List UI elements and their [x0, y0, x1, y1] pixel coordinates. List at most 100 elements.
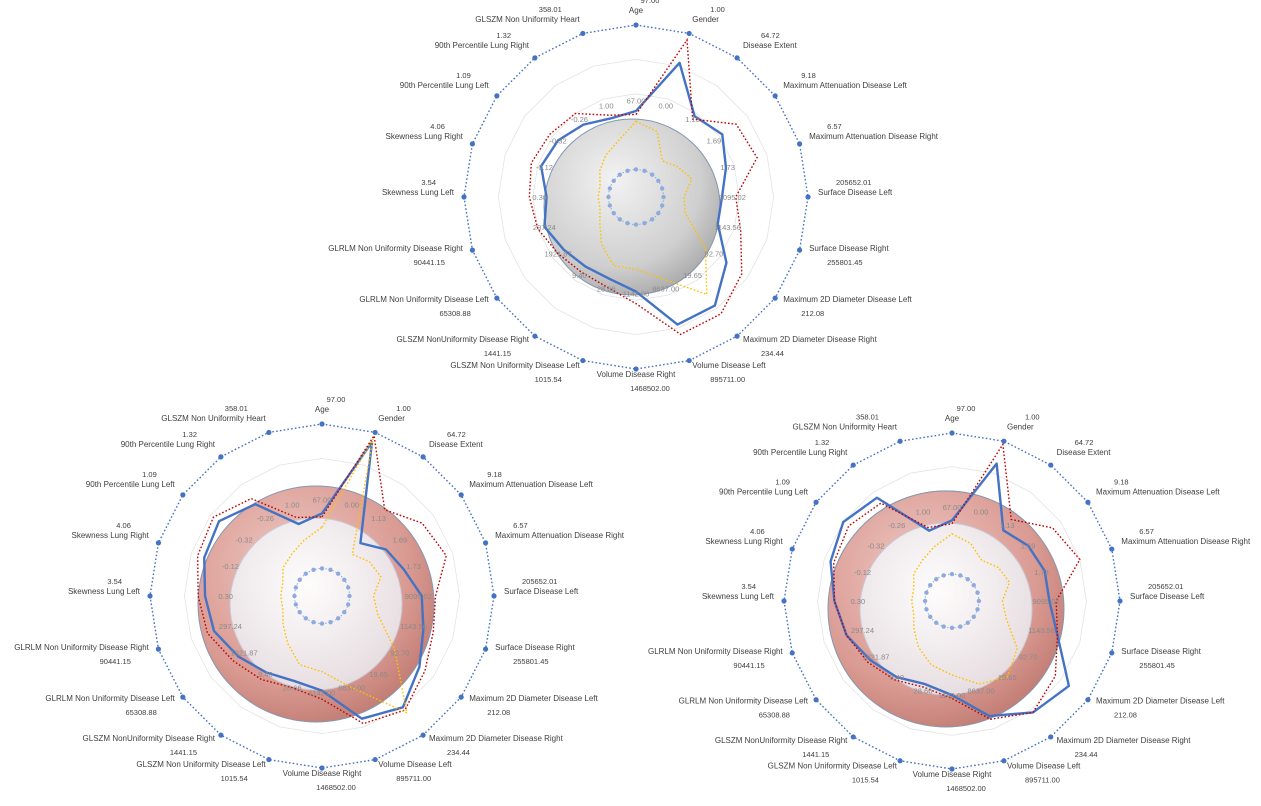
axis-name-label: Age — [315, 405, 330, 414]
inner-dot — [328, 619, 333, 625]
axis-inner-label: 28.66 — [597, 285, 616, 294]
inner-dot — [633, 167, 639, 172]
axis-max-label: 212.08 — [801, 309, 824, 318]
axis-name-label: GLSZM Non Uniformity Disease Left — [768, 761, 898, 770]
series-line-1 — [203, 441, 425, 720]
axis-inner-label: 0.30 — [532, 193, 547, 202]
axis-name-label: Gender — [1007, 423, 1034, 432]
inner-dot — [335, 571, 341, 576]
axis-name-label: 90th Percentile Lung Right — [753, 448, 848, 457]
axis-name-label: Surface Disease Left — [818, 188, 893, 197]
inner-dot — [941, 624, 946, 629]
axis-inner-label: 67.00 — [313, 496, 332, 505]
axis-vertex-dot — [949, 766, 955, 772]
inner-dot — [958, 573, 963, 578]
axis-max-label: 6.57 — [513, 521, 528, 530]
axis-inner-label: 1.13 — [685, 115, 700, 124]
axis-vertex-dot — [1085, 697, 1091, 703]
axis-inner-label: 92.70 — [705, 250, 724, 259]
axis-vertex-dot — [686, 357, 692, 364]
axis-name-label: 90th Percentile Lung Left — [719, 487, 809, 496]
inner-dot — [625, 220, 630, 226]
series-line-1 — [539, 61, 728, 326]
axis-inner-label: 92.70 — [391, 649, 410, 658]
inner-dot — [293, 585, 299, 590]
axis-name-label: GLSZM Non Uniformity Disease Left — [450, 361, 580, 370]
axis-inner-label: 1921.87 — [545, 250, 572, 259]
axis-max-label: 1.09 — [456, 71, 471, 80]
axis-inner-label: 1.69 — [707, 136, 722, 145]
axis-vertex-dot — [1109, 650, 1115, 656]
axis-max-label: 3.54 — [421, 178, 436, 187]
axis-vertex-dot — [532, 55, 538, 61]
axis-name-label: GLRLM Non Uniformity Disease Left — [45, 694, 175, 703]
inner-dot — [611, 210, 616, 216]
axis-vertex-dot — [494, 295, 500, 301]
axis-name-label: Surface Disease Right — [1121, 647, 1201, 656]
axis-inner-label: 0.00 — [344, 500, 359, 509]
axis-max-label: 212.08 — [1114, 711, 1137, 720]
axis-inner-label: 28.66 — [914, 686, 933, 695]
axis-name-label: Maximum 2D Diameter Disease Right — [1057, 736, 1192, 745]
axis-max-label: 64.72 — [761, 31, 780, 40]
axis-inner-label: 1921.87 — [231, 649, 258, 658]
axis-inner-label: 8637.00 — [338, 684, 365, 693]
axis-vertex-dot — [458, 492, 464, 498]
axis-name-label: Skewness Lung Right — [705, 537, 783, 546]
axis-vertex-dot — [686, 30, 692, 37]
axis-vertex-dot — [580, 30, 586, 37]
inner-dot — [292, 593, 297, 599]
axis-inner-label: 9.40 — [572, 271, 587, 280]
inner-dot — [319, 566, 325, 571]
inner-dot — [924, 607, 929, 612]
axis-max-label: 234.44 — [761, 349, 784, 358]
axis-name-label: GLSZM Non Uniformity Heart — [475, 15, 580, 24]
inner-dot — [659, 186, 665, 191]
axis-vertex-dot — [633, 366, 639, 372]
axis-vertex-dot — [1048, 462, 1054, 468]
grid-ring — [497, 58, 775, 336]
axis-inner-label: 1142.00 — [309, 688, 336, 697]
axis-max-label: 1015.54 — [535, 375, 562, 384]
axis-vertex-dot — [482, 540, 489, 546]
axis-inner-label: -0.32 — [550, 136, 567, 145]
axis-name-label: Maximum 2D Diameter Disease Left — [469, 694, 598, 703]
axis-inner-label: 67.00 — [943, 503, 962, 512]
axis-inner-label: 9.40 — [258, 670, 273, 679]
axis-inner-label: 92.70 — [1019, 652, 1038, 661]
series-line-2 — [528, 37, 758, 336]
axis-name-label: 90th Percentile Lung Left — [400, 81, 490, 90]
axis-max-label: 1.09 — [142, 470, 157, 479]
axis-name-label: 90th Percentile Lung Right — [435, 41, 530, 50]
inner-dot — [625, 168, 630, 174]
axis-max-label: 97.00 — [327, 395, 346, 404]
axis-inner-label: 1143.56 — [1028, 626, 1055, 635]
axis-max-label: 1468502.00 — [316, 783, 356, 792]
inner-dot — [975, 590, 980, 595]
axis-max-label: 64.72 — [447, 430, 466, 439]
grey-sphere — [543, 118, 721, 296]
inner-dot — [311, 619, 316, 625]
axis-inner-label: 0.30 — [218, 592, 233, 601]
axis-inner-label: 1.00 — [285, 500, 300, 509]
grid-ring — [183, 457, 461, 735]
axis-name-label: Skewness Lung Right — [72, 531, 150, 540]
axis-inner-label: 19.65 — [369, 670, 388, 679]
inner-dot — [934, 620, 939, 625]
axis-max-label: 1.00 — [710, 5, 725, 14]
inner-dot — [976, 598, 982, 604]
axis-inner-label: 1142.00 — [623, 289, 650, 298]
axis-name-label: GLSZM NonUniformity Disease Right — [715, 736, 848, 745]
axis-max-label: 255801.45 — [827, 258, 862, 267]
axis-name-label: Disease Extent — [429, 440, 484, 449]
axis-vertex-dot — [796, 141, 803, 147]
inner-dot — [345, 585, 351, 590]
axis-vertex-dot — [1001, 438, 1007, 444]
axis-max-label: 205652.01 — [1148, 582, 1183, 591]
inner-dot — [958, 624, 963, 629]
axis-vertex-dot — [897, 438, 903, 444]
axis-vertex-dot — [897, 758, 903, 764]
axis-inner-label: 1921.87 — [862, 652, 889, 661]
axis-max-label: 65308.88 — [439, 309, 470, 318]
